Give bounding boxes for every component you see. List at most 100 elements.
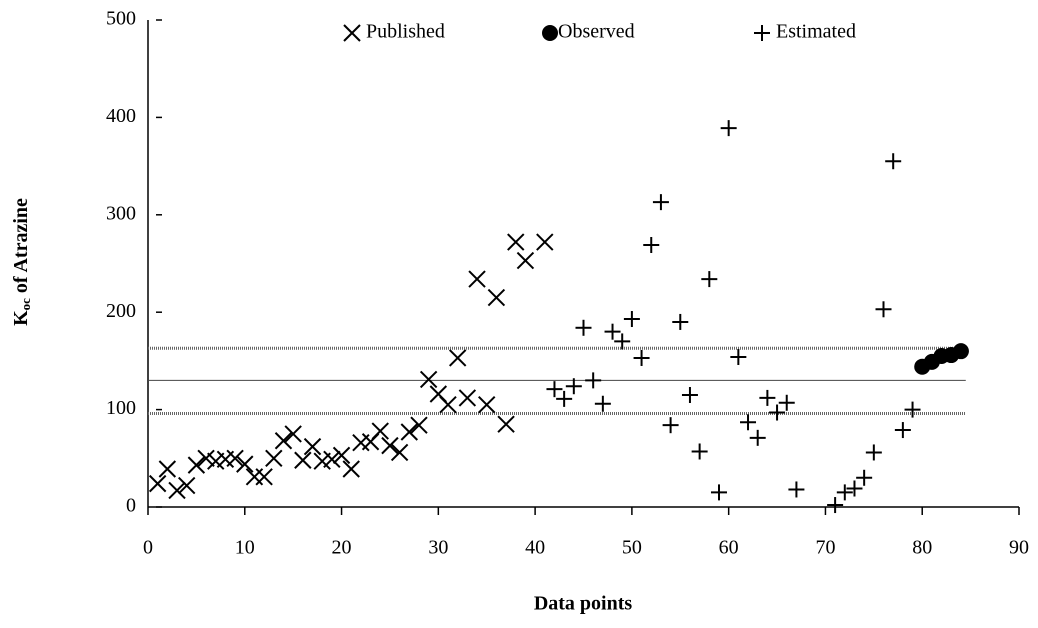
marker-x (419, 370, 438, 389)
stroke (284, 425, 302, 443)
marker-plus (759, 389, 776, 406)
marker-x (410, 416, 428, 434)
stroke (303, 437, 322, 456)
stroke (178, 476, 196, 495)
stroke (371, 422, 389, 440)
stroke (332, 446, 351, 465)
marker-x (536, 233, 554, 251)
y-tick-label: 300 (106, 202, 136, 224)
stroke (410, 416, 428, 434)
marker-x (332, 446, 351, 465)
marker-plus (614, 333, 631, 350)
stroke (497, 415, 515, 433)
marker-plus (594, 395, 611, 412)
legend-label: Estimated (776, 21, 856, 43)
stroke (536, 233, 554, 251)
stroke (323, 450, 341, 468)
stroke (439, 396, 457, 414)
dot (952, 343, 969, 360)
marker-plus (565, 378, 582, 395)
stroke (236, 455, 254, 473)
marker-x (255, 468, 273, 486)
marker-plus (604, 323, 621, 340)
marker-plus (575, 319, 592, 336)
marker-circle (542, 25, 558, 41)
x-tick-label: 40 (525, 537, 545, 559)
marker-plus (836, 484, 853, 501)
legend-label: Published (366, 21, 445, 43)
x-tick-label: 60 (719, 537, 739, 559)
stroke (419, 370, 438, 389)
marker-x (265, 449, 283, 468)
marker-plus (754, 25, 770, 41)
stroke (390, 443, 409, 462)
marker-circle (952, 343, 969, 360)
stroke (429, 385, 448, 403)
marker-plus (875, 301, 892, 318)
marker-x (487, 288, 506, 307)
stroke (265, 449, 283, 468)
stroke (158, 460, 177, 478)
marker-plus (740, 414, 757, 431)
stroke (294, 451, 312, 469)
x-tick-label: 0 (143, 537, 153, 559)
marker-plus (749, 429, 766, 446)
stroke (343, 24, 361, 42)
marker-x (458, 389, 477, 407)
x-tick-label: 90 (1009, 537, 1029, 559)
marker-plus (546, 381, 563, 398)
marker-plus (894, 422, 911, 439)
stroke (468, 270, 486, 288)
marker-plus (643, 236, 660, 253)
marker-x (284, 425, 302, 443)
x-tick-label: 10 (235, 537, 255, 559)
marker-x (516, 251, 535, 270)
marker-plus (652, 194, 669, 211)
marker-x (400, 423, 419, 441)
marker-x (274, 432, 293, 450)
marker-x (371, 422, 389, 440)
marker-x (507, 233, 525, 251)
marker-plus (788, 481, 805, 498)
y-label-sub: oc (18, 298, 33, 311)
marker-plus (856, 469, 873, 486)
marker-plus (865, 444, 882, 461)
marker-plus (691, 443, 708, 460)
marker-x (303, 437, 322, 456)
legend-item: Estimated (754, 21, 856, 43)
stroke (448, 349, 467, 367)
marker-x (439, 396, 457, 414)
stroke (516, 251, 535, 270)
marker-x (323, 450, 341, 468)
marker-x (342, 460, 360, 478)
marker-plus (701, 271, 718, 288)
marker-x (178, 476, 196, 495)
marker-x (448, 349, 467, 367)
marker-plus (633, 349, 650, 366)
y-tick-label: 0 (126, 495, 136, 517)
x-tick-label: 30 (428, 537, 448, 559)
x-tick-label: 20 (332, 537, 352, 559)
stroke (458, 389, 477, 407)
marker-x (187, 456, 206, 474)
marker-plus (827, 497, 844, 514)
y-tick-label: 100 (106, 397, 136, 419)
marker-x (497, 415, 515, 433)
marker-x (343, 24, 361, 42)
marker-x (197, 449, 215, 468)
y-tick-label: 200 (106, 300, 136, 322)
marker-plus (904, 401, 921, 418)
x-tick-label: 80 (912, 537, 932, 559)
marker-x (226, 449, 244, 468)
stroke (507, 233, 525, 251)
legend-item: Observed (542, 21, 635, 43)
marker-x (468, 270, 486, 288)
x-axis-label: Data points (534, 593, 633, 615)
marker-x (168, 481, 186, 500)
marker-x (381, 436, 399, 455)
marker-plus (672, 313, 689, 330)
stroke (478, 396, 496, 414)
marker-x (478, 396, 496, 414)
stroke (168, 481, 186, 500)
